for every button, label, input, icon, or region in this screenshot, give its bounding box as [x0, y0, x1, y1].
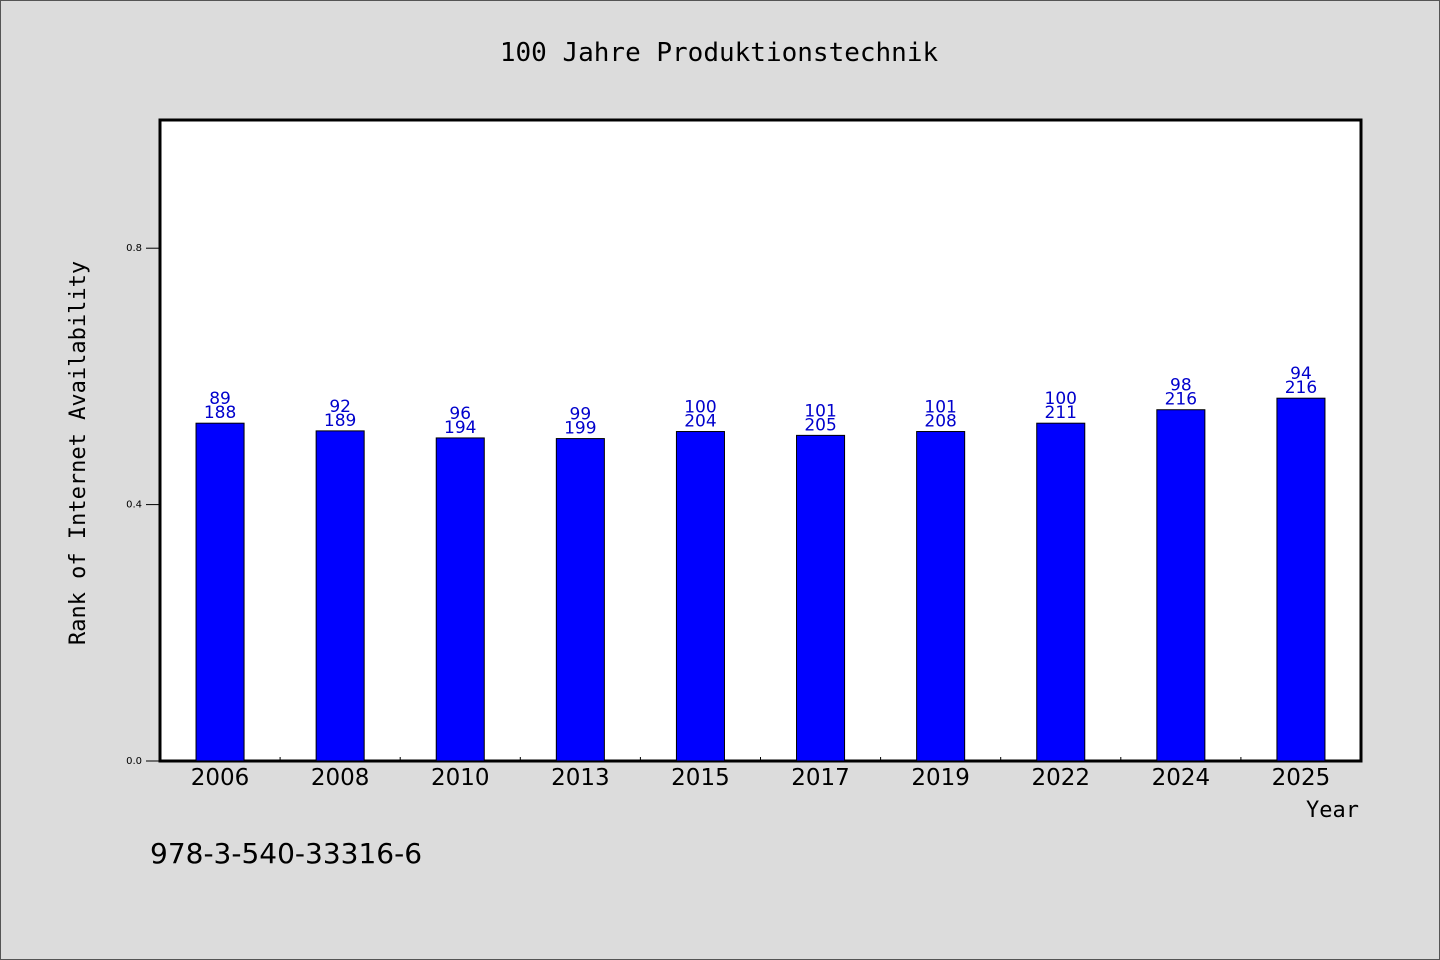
- bar-label-bottom: 216: [1165, 390, 1197, 410]
- bar-label-top: 100: [684, 398, 716, 418]
- bar-label-top: 96: [449, 404, 471, 424]
- x-tick-label: 2022: [1031, 765, 1090, 791]
- x-tick-label: 2013: [551, 765, 610, 791]
- x-tick-label: 2010: [431, 765, 490, 791]
- bar-2022: [1036, 422, 1086, 762]
- bar-2017: [796, 434, 846, 762]
- bar-2019: [916, 431, 966, 762]
- bar-label-top: 101: [804, 401, 836, 421]
- bar-2010: [435, 437, 485, 762]
- y-tick-label: 0.4: [126, 500, 142, 511]
- isbn-text: 978-3-540-33316-6: [150, 837, 422, 870]
- bar-label-bottom: 208: [924, 412, 956, 432]
- bar-label-top: 99: [570, 405, 592, 425]
- x-axis-label: Year: [1306, 798, 1359, 823]
- x-tick-label: 2015: [671, 765, 730, 791]
- bar-2008: [315, 430, 365, 762]
- bar-2024: [1156, 409, 1206, 762]
- bar-2013: [555, 438, 605, 762]
- x-tick-label: 2006: [191, 765, 250, 791]
- bar-label-top: 94: [1290, 364, 1312, 384]
- x-tick-label: 2025: [1272, 765, 1331, 791]
- bar-label-top: 98: [1170, 376, 1192, 396]
- bar-2015: [675, 431, 725, 762]
- x-axis: 2006 2008 2010 2013 2015 2017 2019 2022 2024 2025: [191, 757, 1330, 791]
- bar-label-top: 92: [329, 397, 351, 417]
- bar-2006: [195, 422, 245, 762]
- bar-label-bottom: 189: [324, 411, 356, 431]
- y-tick-label: 0.8: [126, 243, 142, 254]
- x-tick-label: 2024: [1152, 765, 1211, 791]
- bar-label-top: 89: [209, 389, 231, 409]
- y-tick-label: 0.0: [126, 756, 142, 767]
- chart-title: 100 Jahre Produktionstechnik: [500, 38, 939, 68]
- bar-label-bottom: 199: [564, 419, 596, 439]
- x-tick-label: 2019: [911, 765, 970, 791]
- bars-group: [195, 397, 1326, 762]
- bar-label-bottom: 204: [684, 412, 716, 432]
- bar-label-bottom: 188: [204, 403, 236, 423]
- y-axis: 0.0 0.4 0.8: [126, 243, 160, 767]
- x-tick-label: 2008: [311, 765, 370, 791]
- bar-label-bottom: 194: [444, 418, 476, 438]
- bar-label-bottom: 211: [1045, 403, 1077, 423]
- x-tick-label: 2017: [791, 765, 850, 791]
- bar-label-top: 101: [924, 398, 956, 418]
- bar-label-top: 100: [1045, 389, 1077, 409]
- bar-2025: [1276, 397, 1326, 762]
- bar-label-bottom: 216: [1285, 378, 1317, 398]
- y-axis-label: Rank of Internet Availability: [66, 261, 91, 645]
- bar-label-bottom: 205: [804, 415, 836, 435]
